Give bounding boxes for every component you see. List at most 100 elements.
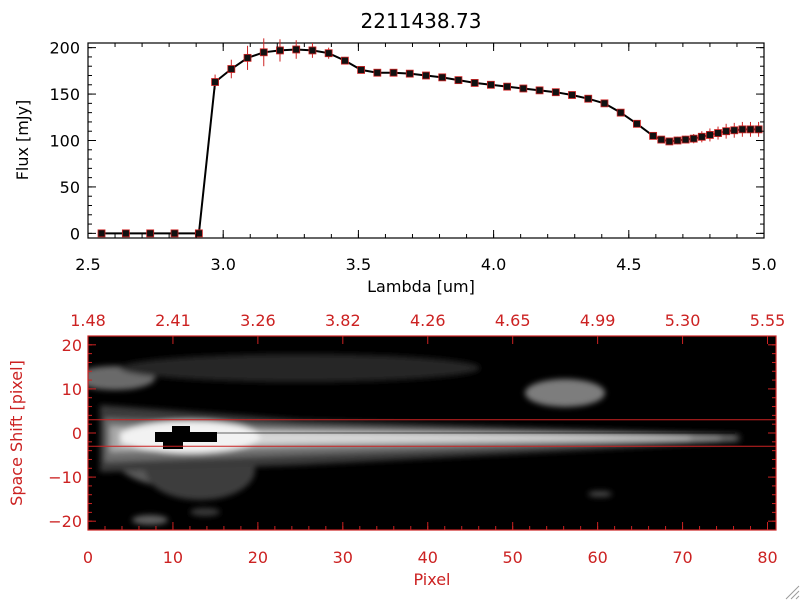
pixel-axis-ticks: 0 10 20 30 40 50 60 70 80 — [83, 522, 778, 567]
y-tick-label: 50 — [60, 178, 80, 197]
data-point — [170, 229, 179, 238]
x-tick-label: 3.5 — [346, 255, 371, 274]
data-point — [503, 82, 512, 91]
data-point — [519, 84, 528, 93]
wavelength-tick-label: 4.65 — [495, 311, 531, 330]
pixel-tick-label: 50 — [503, 548, 523, 567]
spectrum-plot: 2211438.73 2.5 3.0 3.5 4.0 4.5 5.0 0501001502… — [13, 9, 777, 296]
data-point — [276, 46, 284, 55]
x-tick-label: 5.0 — [751, 255, 776, 274]
spectrum-line — [101, 48, 759, 235]
data-point — [681, 135, 690, 144]
data-point — [324, 49, 333, 58]
x-tick-label: 2.5 — [75, 255, 100, 274]
data-point — [746, 125, 755, 134]
data-point — [259, 48, 268, 57]
data-point — [292, 45, 301, 54]
pixel-tick-label: 60 — [587, 548, 607, 567]
data-point — [730, 126, 739, 135]
data-point — [146, 229, 155, 238]
data-point — [373, 68, 382, 77]
data-point — [754, 125, 763, 134]
y-axis-ticks: 0 50 100 150 200 — [49, 39, 764, 243]
data-point — [454, 76, 463, 85]
data-point — [97, 229, 106, 238]
data-point — [389, 68, 398, 77]
data-point — [121, 229, 130, 238]
wavelength-tick-label: 3.82 — [325, 311, 361, 330]
pixel-axis-label: Pixel — [413, 570, 450, 589]
data-point — [738, 125, 747, 134]
data-point — [600, 99, 609, 108]
data-point — [486, 80, 495, 89]
pixel-tick-label: 40 — [418, 548, 438, 567]
pixel-tick-label: 0 — [83, 548, 93, 567]
data-point — [673, 136, 682, 145]
space-shift-tick-label: 20 — [62, 336, 82, 355]
data-point — [438, 73, 447, 82]
x-tick-label: 3.0 — [210, 255, 235, 274]
y-tick-label: 200 — [49, 39, 80, 58]
data-point — [227, 65, 236, 73]
x-tick-label: 4.0 — [481, 255, 506, 274]
pixel-tick-label: 70 — [672, 548, 692, 567]
wavelength-tick-label: 5.30 — [665, 311, 701, 330]
wavelength-tick-label: 5.55 — [750, 311, 786, 330]
data-point — [568, 91, 576, 99]
pixel-tick-label: 20 — [248, 548, 268, 567]
data-point — [706, 131, 714, 139]
data-point — [665, 137, 674, 146]
x-tick-label: 4.5 — [616, 255, 641, 274]
data-point — [697, 132, 706, 141]
space-shift-tick-label: −10 — [48, 468, 82, 487]
aperture-lines — [88, 419, 776, 447]
pixel-tick-label: 10 — [163, 548, 183, 567]
spectral-image-plot: 0 10 20 30 40 50 60 70 80 1.48 2.41 3.26 3.82 4.26 4.… — [7, 311, 785, 589]
space-shift-axis-label: Space Shift [pixel] — [7, 360, 26, 506]
data-point — [211, 78, 219, 86]
saturated-pixels — [155, 426, 217, 449]
x-axis-label: Lambda [um] — [367, 277, 475, 296]
space-shift-axis-ticks: −20 −10 0 10 20 — [48, 335, 776, 531]
error-bars — [214, 38, 760, 145]
data-point — [470, 79, 479, 87]
data-point — [633, 119, 641, 128]
spectral-image — [88, 336, 776, 530]
y-tick-label: 100 — [49, 132, 80, 151]
data-point — [722, 127, 731, 136]
data-point — [616, 108, 625, 117]
data-point — [405, 69, 414, 78]
resize-grip-icon[interactable] — [785, 585, 800, 600]
data-point — [689, 134, 698, 143]
wavelength-tick-label: 3.26 — [240, 311, 276, 330]
y-axis-label: Flux [mJy] — [13, 100, 32, 181]
data-point — [535, 86, 544, 95]
pixel-tick-label: 80 — [757, 548, 777, 567]
data-point — [194, 229, 203, 238]
data-points — [97, 45, 763, 238]
y-tick-label: 150 — [49, 85, 80, 104]
wavelength-tick-label: 4.26 — [410, 311, 446, 330]
data-point — [649, 131, 658, 140]
space-shift-tick-label: 10 — [62, 380, 82, 399]
data-point — [357, 66, 366, 74]
x-axis-ticks: 2.5 3.0 3.5 4.0 4.5 5.0 — [75, 43, 777, 274]
data-point — [714, 129, 722, 137]
data-point — [584, 94, 593, 103]
data-point — [243, 53, 252, 62]
space-shift-tick-label: −20 — [48, 512, 82, 531]
wavelength-tick-label: 4.99 — [580, 311, 616, 330]
space-shift-tick-label: 0 — [72, 424, 82, 443]
data-point — [551, 88, 560, 97]
wavelength-tick-label: 1.48 — [70, 311, 106, 330]
wavelength-tick-label: 2.41 — [155, 311, 191, 330]
y-tick-label: 0 — [70, 224, 80, 243]
data-point — [422, 71, 430, 80]
pixel-tick-label: 30 — [333, 548, 353, 567]
chart-title: 2211438.73 — [361, 9, 482, 33]
data-point — [657, 135, 666, 144]
wavelength-axis-ticks: 1.48 2.41 3.26 3.82 4.26 4.65 4.99 5.30 5.55 — [70, 311, 785, 344]
data-point — [340, 56, 349, 65]
data-point — [308, 46, 317, 55]
